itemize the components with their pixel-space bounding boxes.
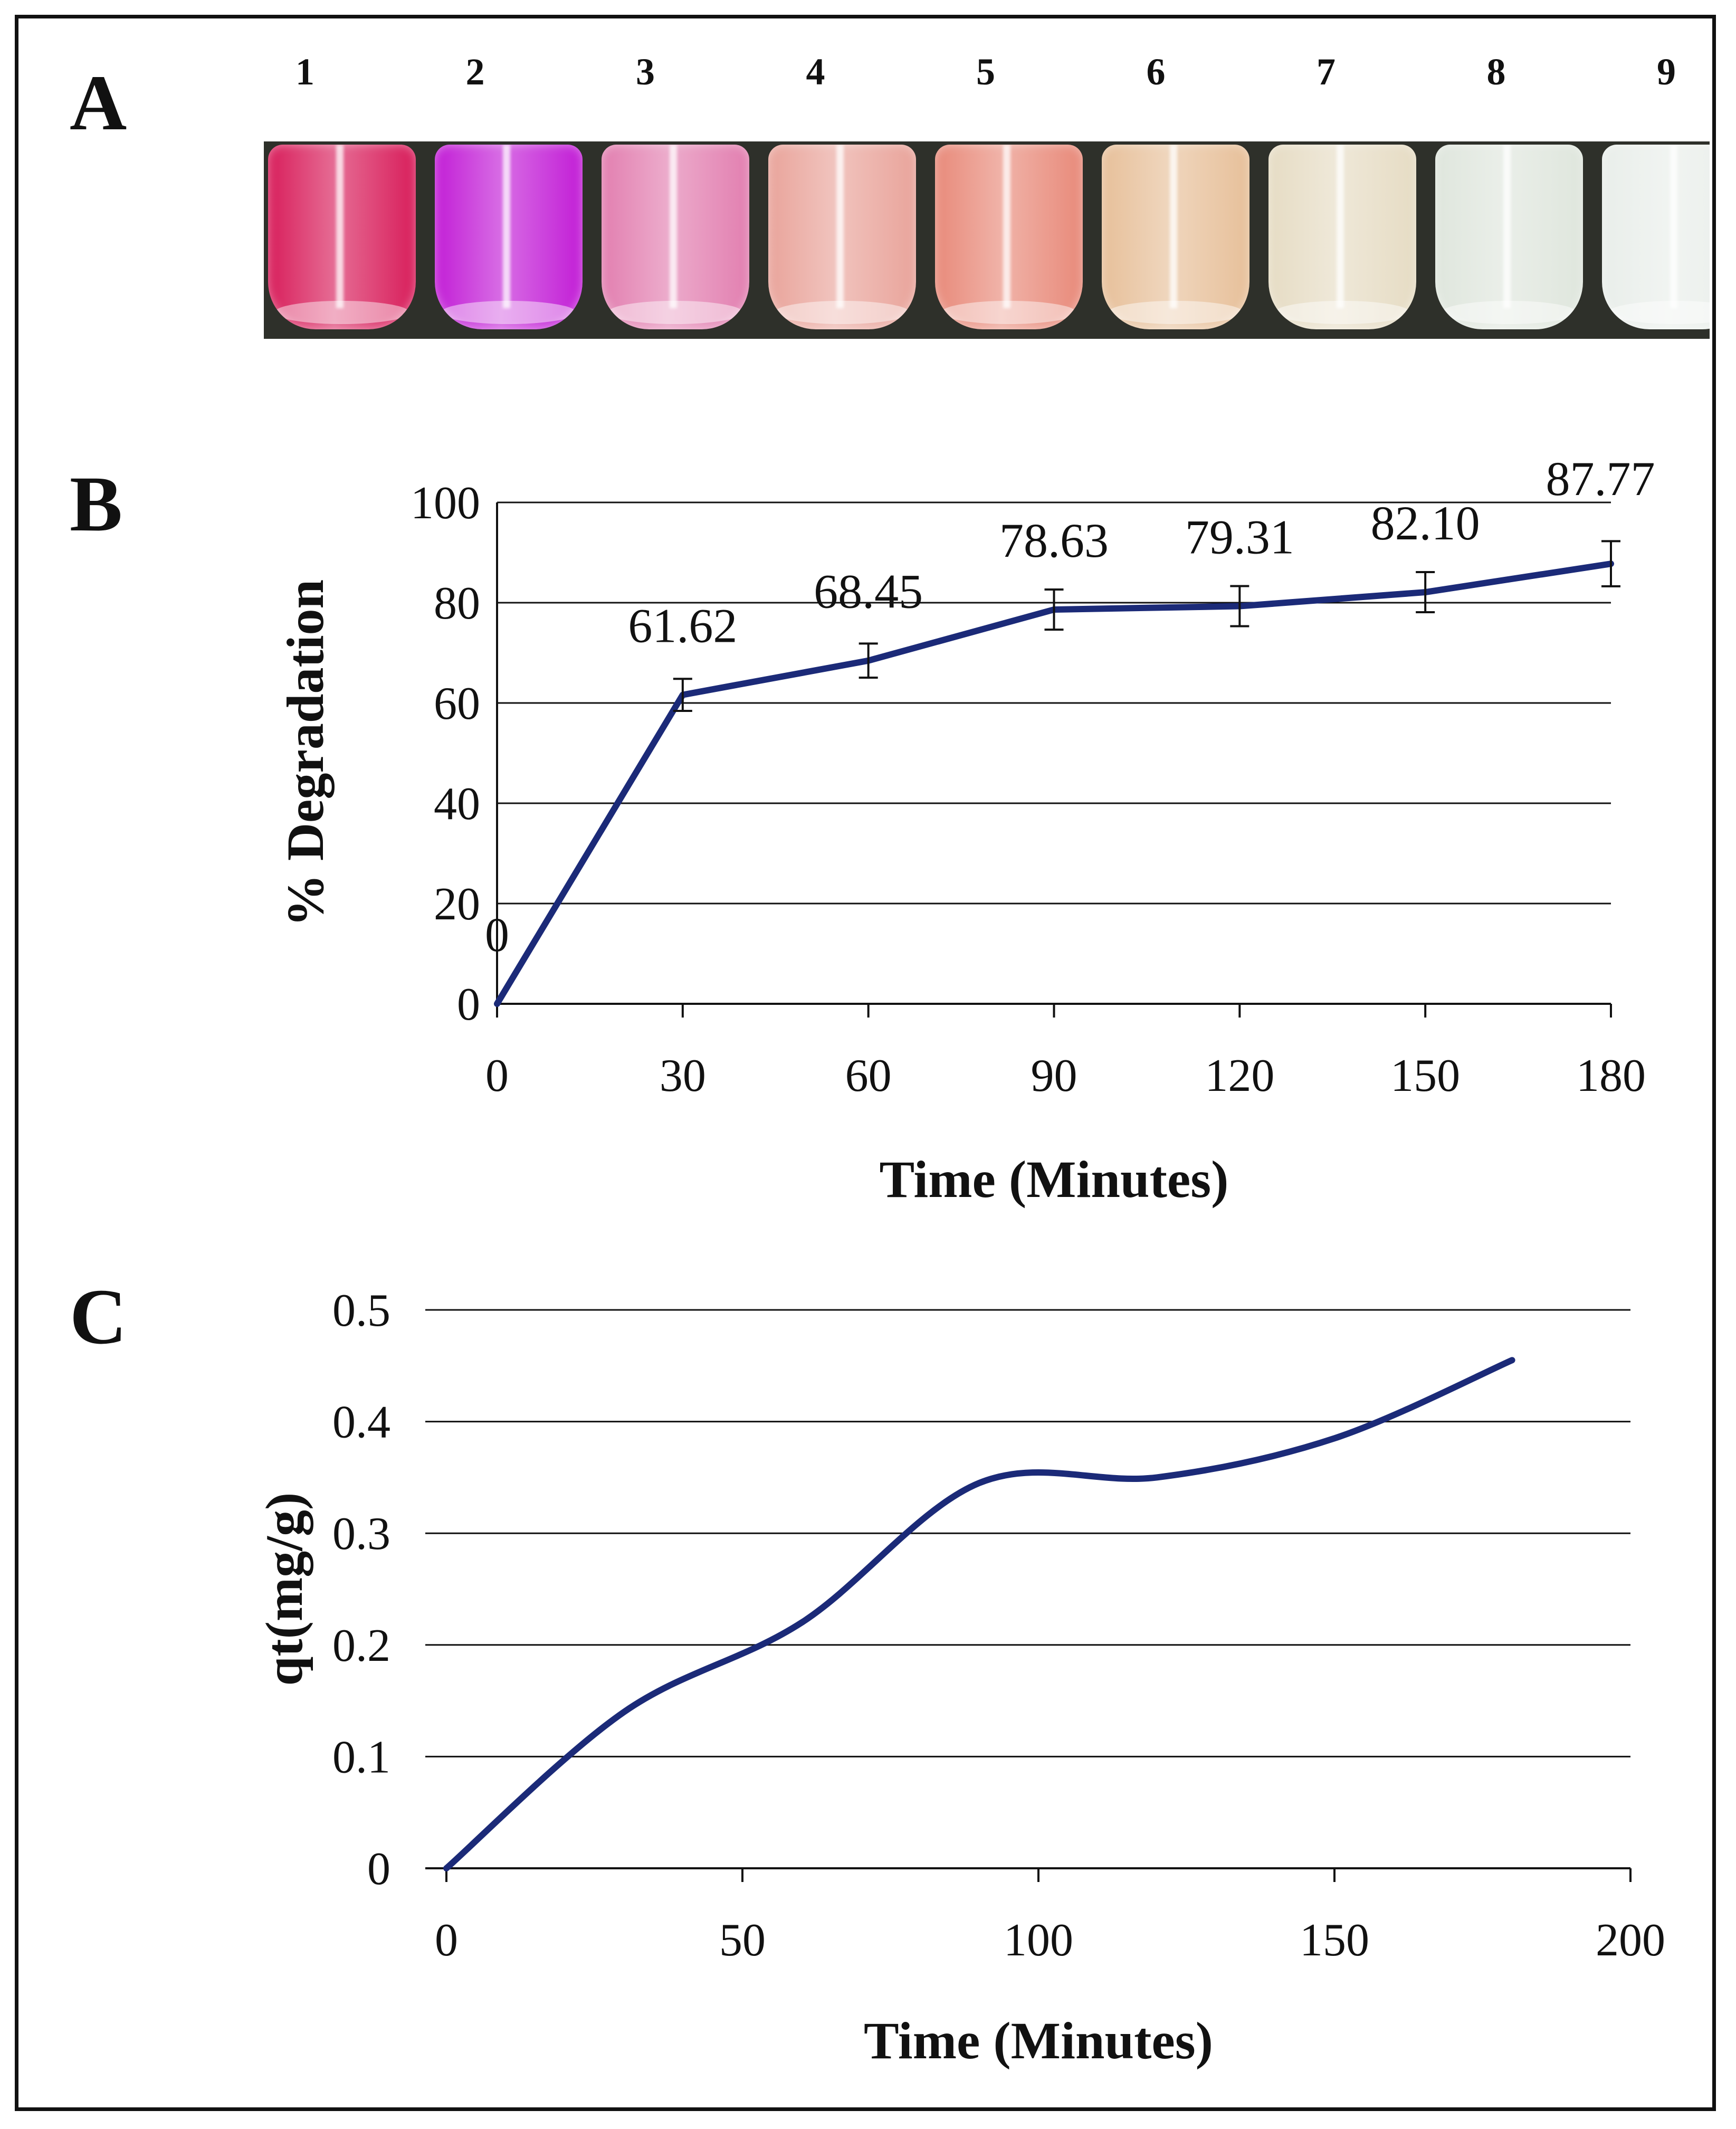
ytick-b-100: 100	[411, 478, 480, 529]
ytick-b-0: 0	[457, 979, 480, 1030]
data-label-b-60: 68.45	[814, 565, 923, 619]
vial-6	[1102, 145, 1249, 329]
panel-a-label: A	[70, 59, 127, 147]
vial-base	[1108, 301, 1243, 324]
panel-b-label: B	[70, 460, 123, 548]
vial-shine	[836, 145, 844, 308]
vial-base	[441, 301, 576, 324]
vial-7	[1268, 145, 1416, 329]
ytick-b-40: 40	[434, 778, 480, 830]
ytick-b-20: 20	[434, 879, 480, 930]
ytick-b-60: 60	[434, 678, 480, 729]
ytick-c-0.2: 0.2	[332, 1620, 390, 1671]
vial-base	[1275, 301, 1410, 324]
tube-number-4: 4	[806, 51, 825, 93]
tube-number-5: 5	[976, 51, 995, 93]
xtick-b-180: 180	[1576, 1050, 1646, 1101]
xtick-b-90: 90	[1031, 1050, 1077, 1101]
xtick-c-0: 0	[435, 1915, 458, 1966]
vial-base	[941, 301, 1076, 324]
vial-2	[435, 145, 583, 329]
vial-8	[1435, 145, 1583, 329]
vial-base	[274, 301, 409, 324]
x-axis-title-b: Time (Minutes)	[880, 1150, 1229, 1209]
ytick-c-0.5: 0.5	[332, 1285, 390, 1336]
y-axis-title-b: % Degradation	[276, 579, 335, 927]
chart-c-qt: 0 0.1 0.2 0.3 0.4 0.5 0 50 100 150 200 Time (Minute…	[255, 1285, 1665, 2070]
vial-5	[935, 145, 1083, 329]
xtick-c-50: 50	[719, 1915, 766, 1966]
ytick-c-0: 0	[367, 1843, 390, 1895]
ytick-c-0.1: 0.1	[332, 1732, 390, 1783]
vial-base	[1608, 301, 1710, 324]
data-label-b-180: 87.77	[1546, 452, 1655, 506]
vial-photo-strip	[264, 141, 1710, 339]
vial-shine	[1503, 145, 1511, 308]
vial-shine	[1670, 145, 1677, 308]
xtick-c-150: 150	[1300, 1915, 1369, 1966]
data-label-b-0: 0	[485, 908, 509, 962]
data-label-b-150: 82.10	[1371, 496, 1480, 550]
xtick-c-100: 100	[1004, 1915, 1073, 1966]
vial-1	[268, 145, 416, 329]
vial-shine	[502, 145, 510, 308]
tube-number-6: 6	[1146, 51, 1166, 93]
xtick-b-120: 120	[1205, 1050, 1274, 1101]
vial-shine	[1003, 145, 1010, 308]
data-label-b-90: 78.63	[999, 514, 1109, 567]
xtick-b-0: 0	[485, 1050, 509, 1101]
tube-number-2: 2	[465, 51, 485, 93]
tube-number-9: 9	[1657, 51, 1676, 93]
vial-base	[608, 301, 743, 324]
data-label-b-120: 79.31	[1185, 510, 1294, 564]
tube-number-1: 1	[295, 51, 314, 93]
figure-frame	[15, 15, 1716, 2111]
tube-number-8: 8	[1486, 51, 1506, 93]
vial-shine	[1336, 145, 1344, 308]
tube-number-7: 7	[1317, 51, 1336, 93]
xtick-b-150: 150	[1390, 1050, 1460, 1101]
vial-base	[775, 301, 910, 324]
panel-c-label: C	[70, 1273, 127, 1361]
xtick-b-30: 30	[660, 1050, 706, 1101]
tube-number-3: 3	[636, 51, 655, 93]
vial-shine	[1169, 145, 1177, 308]
xtick-b-60: 60	[845, 1050, 892, 1101]
data-label-b-30: 61.62	[628, 599, 737, 653]
series-line-qt	[443, 1357, 1515, 1871]
vial-shine	[669, 145, 677, 308]
vial-9	[1602, 145, 1710, 329]
y-axis-title-c: qt(mg/g)	[255, 1493, 313, 1686]
vial-4	[768, 145, 916, 329]
vial-3	[602, 145, 749, 329]
vial-shine	[336, 145, 344, 308]
vial-base	[1442, 301, 1577, 324]
ytick-b-80: 80	[434, 578, 480, 629]
x-axis-title-c: Time (Minutes)	[864, 2011, 1213, 2070]
ytick-c-0.3: 0.3	[332, 1508, 390, 1560]
ytick-c-0.4: 0.4	[332, 1397, 390, 1448]
xtick-c-200: 200	[1596, 1915, 1665, 1966]
